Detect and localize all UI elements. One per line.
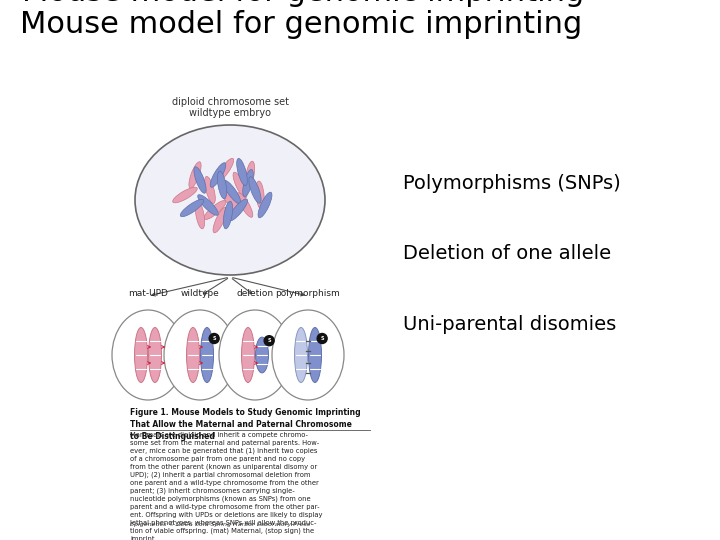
Circle shape (317, 334, 327, 343)
Ellipse shape (246, 161, 255, 189)
Text: wildtype embryo: wildtype embryo (189, 108, 271, 118)
Ellipse shape (200, 327, 214, 382)
Ellipse shape (195, 201, 204, 229)
Text: wildtype: wildtype (181, 289, 220, 298)
Ellipse shape (258, 192, 272, 218)
Ellipse shape (241, 327, 254, 382)
Ellipse shape (148, 327, 161, 382)
Ellipse shape (220, 189, 240, 211)
Text: deletion: deletion (236, 289, 274, 298)
Ellipse shape (308, 327, 322, 382)
Ellipse shape (237, 158, 247, 186)
Ellipse shape (294, 327, 307, 382)
Ellipse shape (216, 158, 234, 181)
Ellipse shape (164, 310, 236, 400)
Ellipse shape (135, 125, 325, 275)
Circle shape (264, 336, 274, 346)
Ellipse shape (180, 199, 204, 217)
Ellipse shape (237, 193, 253, 217)
Text: Figure 1. Mouse Models to Study Genomic Imprinting
That Allow the Maternal and P: Figure 1. Mouse Models to Study Genomic … (130, 408, 361, 441)
Ellipse shape (233, 172, 247, 198)
Text: Deletion of one allele: Deletion of one allele (403, 244, 611, 264)
Ellipse shape (186, 327, 199, 382)
Ellipse shape (256, 337, 269, 373)
Ellipse shape (173, 187, 197, 203)
Ellipse shape (112, 310, 184, 400)
Ellipse shape (256, 181, 264, 209)
Text: Mammals are diploid and inherit a compete chromo-
some set from the maternal and: Mammals are diploid and inherit a compet… (130, 432, 323, 540)
Text: polymorphism: polymorphism (276, 289, 341, 298)
Ellipse shape (194, 167, 206, 193)
Ellipse shape (243, 170, 253, 197)
Ellipse shape (204, 200, 226, 219)
Ellipse shape (189, 162, 201, 188)
Text: S: S (267, 338, 271, 343)
Text: S: S (212, 336, 216, 341)
Ellipse shape (228, 199, 248, 221)
Ellipse shape (204, 177, 215, 204)
Text: Polymorphisms (SNPs): Polymorphisms (SNPs) (403, 174, 621, 193)
Text: Mouse model for genomic imprinting: Mouse model for genomic imprinting (20, 10, 582, 39)
Ellipse shape (217, 171, 227, 199)
Ellipse shape (219, 310, 291, 400)
Ellipse shape (210, 163, 226, 187)
Circle shape (209, 334, 219, 343)
Text: diploid chromosome set: diploid chromosome set (171, 97, 289, 107)
Ellipse shape (198, 195, 218, 215)
Text: S: S (320, 336, 324, 341)
Ellipse shape (272, 310, 344, 400)
Ellipse shape (223, 201, 233, 229)
Text: Mouse model for genomic imprinting: Mouse model for genomic imprinting (22, 0, 584, 8)
Ellipse shape (213, 207, 227, 233)
Ellipse shape (223, 180, 240, 204)
Ellipse shape (249, 177, 261, 203)
Text: Uni-parental disomies: Uni-parental disomies (403, 314, 616, 334)
Text: mat-UPD: mat-UPD (128, 289, 168, 298)
Ellipse shape (135, 327, 148, 382)
Text: Epigenetics © 2006 Cold Spring Harbor Laboratory Press: Epigenetics © 2006 Cold Spring Harbor La… (130, 521, 310, 527)
